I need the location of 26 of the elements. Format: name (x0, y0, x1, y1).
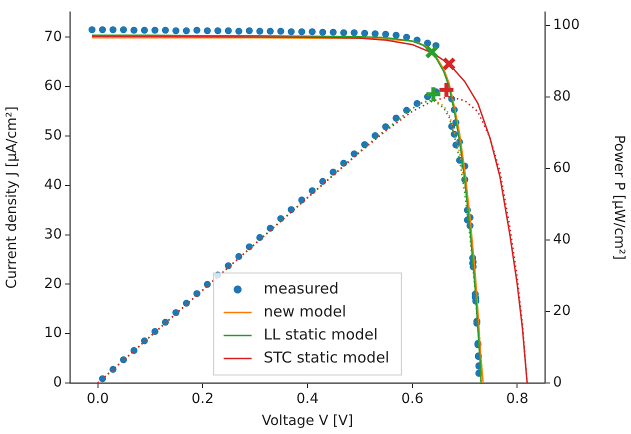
legend-label: measured (264, 279, 339, 298)
x-tick-label: 0.6 (401, 391, 424, 408)
y2-tick-label: 20 (553, 303, 571, 320)
y-tick-label: 30 (44, 226, 62, 242)
y-tick-label: 60 (44, 78, 62, 94)
y-tick-label: 20 (44, 276, 62, 292)
x-tick-label: 0.8 (506, 391, 528, 408)
x-axis-title: Voltage V [V] (262, 413, 354, 430)
x-tick-label: 0.4 (296, 391, 319, 408)
x-tick-label: 0.0 (86, 391, 109, 408)
y-tick-label: 70 (44, 28, 62, 45)
y2-tick-label: 40 (553, 232, 571, 248)
x-tick-label: 0.2 (192, 391, 214, 408)
y2-axis-title: Power P [μW/cm²] (610, 134, 627, 260)
y2-tick-label: 60 (553, 160, 571, 176)
y-tick-label: 50 (44, 128, 62, 144)
y2-tick-label: 0 (553, 374, 562, 391)
legend-label: LL static model (264, 325, 378, 344)
y2-tick-label: 80 (553, 88, 571, 105)
y-tick-label: 10 (44, 325, 62, 342)
y2-tick-label: 100 (553, 17, 580, 34)
y-tick-label: 40 (44, 177, 62, 194)
legend-label: new model (264, 302, 346, 320)
legend-label: STC static model (264, 348, 390, 366)
y-axis-title: Current density J [μA/cm²] (4, 106, 20, 289)
y-tick-label: 0 (53, 374, 62, 391)
